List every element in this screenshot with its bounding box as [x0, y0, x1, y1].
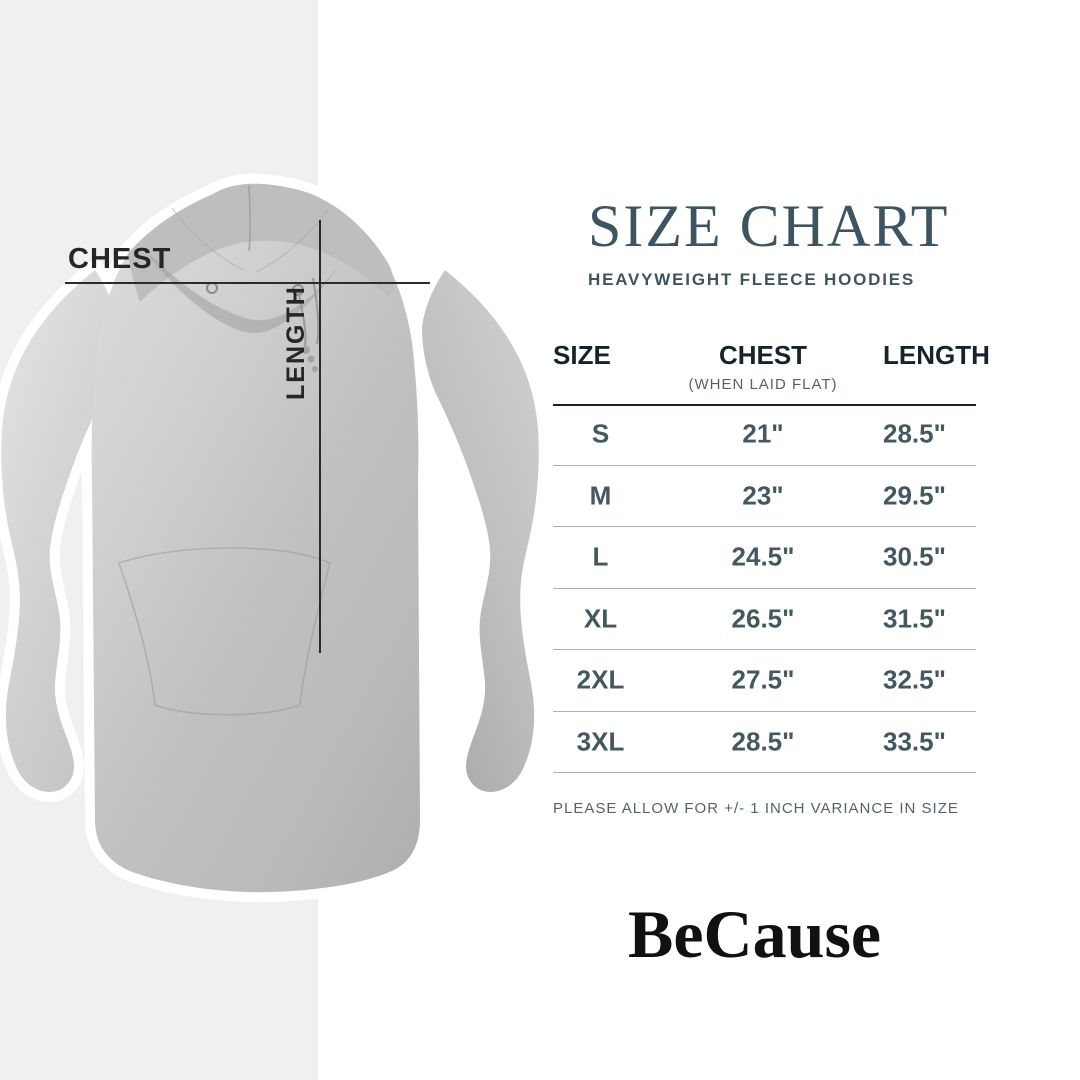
svg-text:CHEST: CHEST — [68, 243, 171, 275]
svg-text:LENGTH: LENGTH — [282, 285, 310, 400]
